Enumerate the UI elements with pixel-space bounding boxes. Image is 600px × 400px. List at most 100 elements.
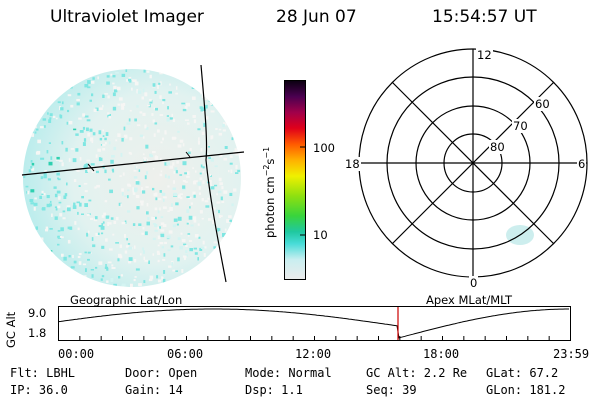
image-speckle (181, 269, 184, 273)
image-speckle (105, 264, 107, 268)
image-speckle (185, 254, 188, 257)
image-speckle (162, 259, 166, 261)
image-speckle (76, 102, 80, 106)
image-speckle (133, 279, 136, 282)
image-speckle (232, 98, 235, 102)
image-speckle (72, 254, 74, 259)
image-speckle (135, 179, 138, 183)
image-speckle (235, 172, 239, 174)
image-speckle (33, 202, 38, 206)
image-speckle (71, 72, 75, 75)
image-speckle (162, 206, 167, 209)
image-speckle (143, 69, 146, 73)
image-speckle (82, 113, 86, 117)
image-speckle (71, 279, 74, 282)
image-speckle (102, 221, 105, 224)
image-speckle (54, 206, 58, 208)
image-speckle (25, 123, 29, 126)
image-speckle (182, 255, 187, 258)
image-speckle (168, 91, 172, 94)
image-speckle (202, 270, 206, 275)
image-speckle (84, 203, 88, 207)
image-speckle (56, 190, 61, 194)
image-speckle (242, 113, 244, 117)
image-speckle (192, 167, 194, 170)
image-speckle (142, 190, 146, 194)
image-speckle (141, 187, 143, 191)
image-speckle (229, 277, 232, 280)
filter-readout: Flt: LBHL (10, 366, 76, 380)
image-speckle (37, 139, 41, 144)
image-speckle (39, 237, 44, 241)
image-speckle (41, 207, 46, 211)
image-speckle (39, 126, 44, 129)
image-speckle (98, 157, 102, 162)
image-speckle (223, 236, 227, 241)
image-speckle (214, 184, 218, 187)
image-speckle (101, 215, 105, 218)
image-speckle (169, 117, 173, 120)
image-speckle (163, 253, 166, 257)
image-speckle (62, 210, 66, 213)
image-speckle (111, 264, 114, 267)
image-speckle (157, 84, 159, 89)
image-speckle (186, 175, 190, 178)
image-speckle (201, 217, 204, 220)
image-speckle (224, 90, 226, 93)
image-speckle (240, 102, 241, 106)
image-speckle (118, 97, 123, 101)
image-speckle (205, 205, 210, 208)
image-speckle (115, 242, 119, 244)
image-speckle (123, 126, 126, 131)
image-speckle (30, 167, 35, 171)
image-speckle (216, 201, 221, 204)
image-speckle (104, 200, 108, 203)
image-speckle (117, 103, 121, 106)
image-speckle (108, 116, 111, 119)
image-speckle (33, 270, 37, 274)
image-speckle (176, 223, 179, 226)
image-speckle (212, 268, 215, 270)
image-speckle (86, 119, 91, 122)
image-speckle (143, 280, 146, 283)
image-speckle (49, 117, 52, 120)
image-speckle (114, 88, 118, 93)
image-speckle (175, 170, 178, 174)
image-speckle (66, 74, 70, 78)
image-speckle (162, 278, 166, 283)
timeline-ytick-top: 9.0 (28, 306, 47, 320)
image-speckle (209, 264, 213, 267)
image-speckle (200, 164, 203, 168)
image-speckle (193, 247, 197, 250)
image-speckle (139, 134, 144, 137)
image-speckle (156, 275, 159, 279)
image-speckle (67, 71, 70, 75)
image-speckle (229, 162, 233, 165)
orbit-altitude-timeline (58, 306, 571, 341)
image-speckle (225, 242, 229, 246)
image-speckle (28, 169, 32, 173)
image-speckle (154, 90, 157, 94)
image-speckle (125, 245, 130, 248)
image-speckle (167, 210, 170, 212)
image-speckle (58, 196, 61, 200)
image-speckle (118, 202, 122, 206)
image-speckle (79, 284, 83, 287)
image-speckle (118, 253, 122, 258)
image-speckle (152, 151, 156, 154)
image-speckle (121, 137, 124, 142)
image-speckle (192, 191, 196, 195)
timeline-xtick: 18:00 (423, 347, 460, 361)
image-speckle (127, 243, 131, 245)
image-speckle (242, 77, 246, 81)
image-speckle (217, 74, 221, 77)
image-speckle (185, 250, 188, 253)
image-speckle (133, 169, 137, 172)
image-speckle (84, 115, 89, 118)
image-speckle (54, 259, 59, 264)
image-speckle (124, 195, 128, 197)
image-speckle (206, 261, 209, 264)
image-speckle (151, 113, 154, 116)
image-speckle (187, 233, 191, 235)
image-speckle (213, 246, 216, 249)
